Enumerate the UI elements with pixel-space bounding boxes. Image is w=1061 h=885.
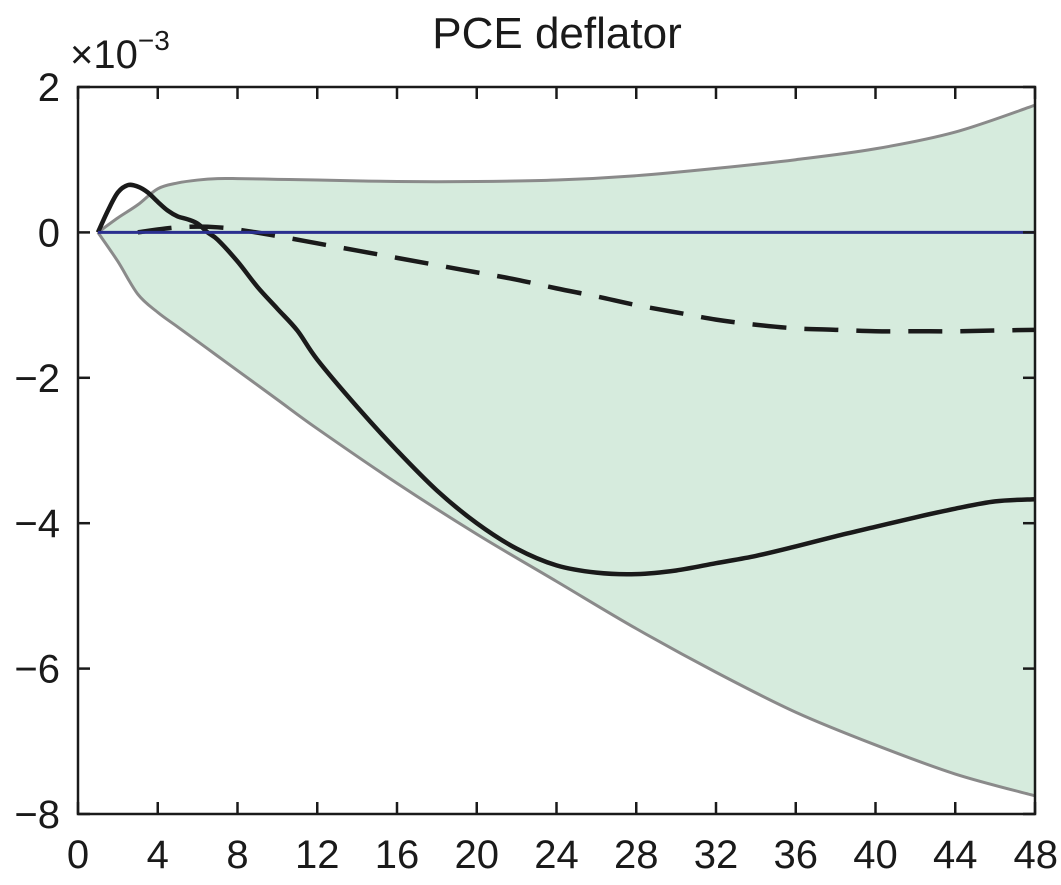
- y-tick-label: 0: [38, 211, 60, 255]
- x-tick-label: 36: [774, 833, 819, 877]
- x-tick-label: 28: [614, 833, 659, 877]
- x-tick-label: 12: [295, 833, 340, 877]
- y-tick-label: 2: [38, 66, 60, 110]
- x-tick-label: 48: [1014, 833, 1059, 877]
- axis-multiplier-base: ×10: [70, 33, 138, 77]
- solid-series-line: [95, 182, 1035, 577]
- axis-multiplier: ×10−3: [70, 25, 170, 77]
- y-tick-label: −4: [14, 502, 60, 546]
- axes: 0 4 8 12 16 20 24 28 32 36 40 44 48−8−6−4−202: [14, 66, 1058, 877]
- plot-area: [95, 103, 1035, 798]
- x-tick-label: 44: [933, 833, 978, 877]
- y-tick-label: −8: [14, 793, 60, 837]
- x-tick-label: 0: [67, 833, 89, 877]
- axis-multiplier-exponent: −3: [138, 25, 170, 56]
- x-tick-label: 24: [534, 833, 579, 877]
- x-tick-label: 16: [375, 833, 420, 877]
- x-tick-label: 8: [226, 833, 248, 877]
- confidence-band: [97, 105, 1035, 796]
- chart-title: PCE deflator: [432, 9, 681, 58]
- x-tick-label: 4: [147, 833, 169, 877]
- x-tick-label: 20: [455, 833, 500, 877]
- dashed-series-line: [137, 224, 1035, 334]
- y-tick-label: −2: [14, 357, 60, 401]
- x-tick-label: 40: [853, 833, 898, 877]
- band-lower-edge: [96, 231, 1035, 798]
- x-tick-label: 32: [694, 833, 739, 877]
- plot-clipped: [95, 103, 1035, 798]
- band-upper-edge: [97, 103, 1035, 234]
- y-tick-label: −6: [14, 648, 60, 692]
